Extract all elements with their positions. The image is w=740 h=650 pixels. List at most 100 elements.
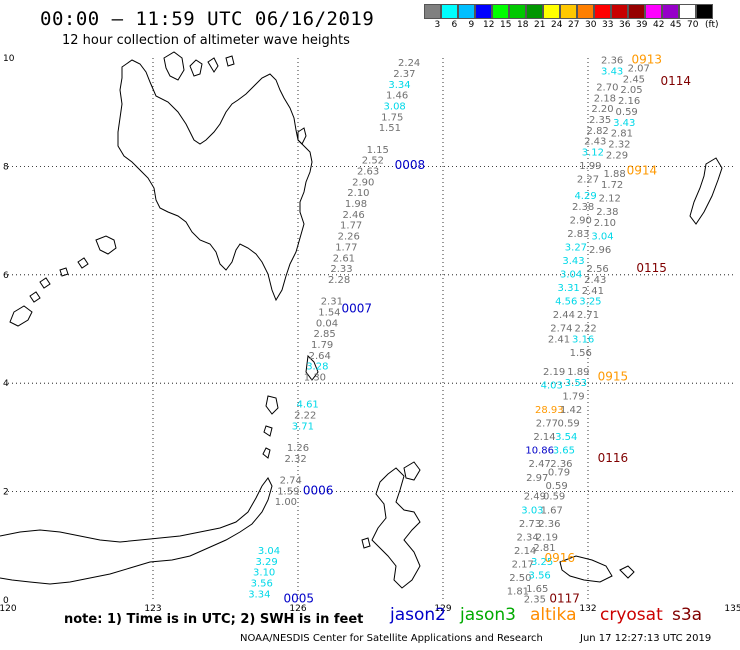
coastline-north-islands: [163, 51, 185, 81]
wave-height-value: 0.59: [543, 492, 565, 503]
wave-height-value: 1.98: [345, 199, 367, 210]
wave-height-value: 1.26: [287, 443, 309, 454]
wave-height-value: 2.38: [572, 202, 594, 213]
y-tick-label: 0: [3, 596, 9, 606]
wave-height-value: 2.77: [536, 419, 558, 430]
legend-swatch: [662, 4, 679, 19]
legend-swatch: [424, 4, 441, 19]
coastline-rajaampat-2: [619, 565, 635, 579]
wave-height-value: 2.50: [509, 573, 531, 584]
wave-height-value: 3.12: [582, 148, 604, 159]
wave-height-value: 0.04: [316, 318, 338, 329]
wave-height-value: 4.61: [297, 400, 319, 411]
wave-height-value: 2.81: [533, 543, 555, 554]
legend-label: 21: [534, 20, 546, 30]
wave-height-value: 1.79: [311, 340, 333, 351]
wave-height-value: 2.83: [567, 229, 589, 240]
legend-swatch: [560, 4, 577, 19]
x-tick-label: 126: [289, 604, 306, 614]
wave-height-value: 2.38: [596, 207, 618, 218]
wave-height-value: 1.15: [367, 145, 389, 156]
wave-height-value: 2.28: [328, 275, 350, 286]
legend-label: 45: [670, 20, 682, 30]
coastline-waigeo: [559, 555, 613, 583]
legend-label: 15: [500, 20, 512, 30]
wave-height-value: 3.71: [292, 421, 314, 432]
wave-height-value: 2.36: [550, 459, 572, 470]
wave-height-value: 2.10: [347, 188, 369, 199]
wave-height-value: 3.04: [258, 546, 280, 557]
wave-height-value: 2.32: [608, 139, 630, 150]
wave-height-value: 3.25: [579, 297, 601, 308]
y-tick-label: 10: [3, 54, 15, 64]
wave-height-value: 2.16: [618, 96, 640, 107]
timestamp-text: Jun 17 12:27:13 UTC 2019: [580, 633, 712, 644]
wave-height-value: 4.29: [574, 191, 596, 202]
wave-height-value: 2.10: [594, 218, 616, 229]
y-tick-label: 2: [3, 488, 9, 498]
coastline-sangihe-2: [263, 425, 273, 437]
wave-height-value: 3.34: [248, 589, 270, 600]
wave-height-value: 2.19: [543, 367, 565, 378]
legend-swatch: [526, 4, 543, 19]
pass-label: 0916: [545, 551, 576, 565]
wave-height-value: 1.00: [275, 497, 297, 508]
wave-height-value: 2.35: [589, 115, 611, 126]
wave-height-value: 0.59: [558, 419, 580, 430]
wave-height-value: 1.88: [603, 169, 625, 180]
axis-layer: 120 123 126 129 132 135 0 2 4 6 8 10: [0, 54, 740, 614]
legend-label: 39: [636, 20, 648, 30]
wave-height-value: 3.16: [572, 335, 594, 346]
legend-label: 33: [602, 20, 614, 30]
grid-layer: [8, 58, 733, 600]
wave-height-value: 2.90: [570, 215, 592, 226]
wave-height-value: 2.56: [587, 264, 609, 275]
wave-height-value: 3.04: [591, 232, 613, 243]
wave-height-value: 3.29: [255, 557, 277, 568]
wave-height-value: 1.77: [335, 242, 357, 253]
wave-height-value: 2.34: [516, 532, 538, 543]
satellite-altika: altika: [530, 605, 577, 625]
wave-height-value: 28.93: [535, 405, 564, 416]
satellite-s3a: s3a: [672, 605, 703, 625]
wave-height-value: 2.43: [584, 137, 606, 148]
wave-height-value: 2.70: [596, 83, 618, 94]
legend-swatch: [645, 4, 662, 19]
footer-note: note: 1) Time is in UTC; 2) SWH is in fe…: [64, 612, 364, 627]
pass-label: 0913: [632, 52, 663, 66]
wave-height-value: 1.56: [570, 348, 592, 359]
coastline-mindanao: [117, 59, 313, 302]
legend-label: 12: [483, 20, 495, 30]
coastline-north-islands-2: [189, 59, 203, 77]
pass-label: 0007: [342, 302, 373, 316]
wave-height-value: 2.29: [606, 150, 628, 161]
coastline-sulu-3: [39, 277, 51, 289]
wave-height-value: 2.05: [620, 85, 642, 96]
wave-height-value: 2.22: [294, 410, 316, 421]
wave-height-value: 2.26: [338, 232, 360, 243]
wave-height-value: 2.47: [529, 459, 551, 470]
wave-height-value: 1.79: [562, 391, 584, 402]
x-tick-label: 120: [0, 604, 17, 614]
legend-swatch: [458, 4, 475, 19]
wave-height-value: 2.73: [519, 519, 541, 530]
pass-label: 0114: [661, 74, 692, 88]
legend-label: 70: [687, 20, 699, 30]
legend-swatches: [424, 4, 734, 19]
legend-label: 42: [653, 20, 665, 30]
wave-height-value: 2.33: [330, 264, 352, 275]
wave-height-value: 1.54: [318, 307, 340, 318]
wave-height-value: 3.10: [253, 568, 275, 579]
legend-swatch: [577, 4, 594, 19]
y-tick-label: 4: [3, 379, 9, 389]
legend-label: 3: [434, 20, 441, 30]
wave-height-value: 3.53: [565, 378, 587, 389]
satellite-jason3: jason3: [460, 605, 516, 625]
wave-height-value: 0.59: [616, 107, 638, 118]
pass-label: 0005: [284, 592, 315, 606]
legend-label: 18: [517, 20, 529, 30]
wave-height-value: 2.46: [342, 210, 364, 221]
coastline-sulu-4: [9, 305, 33, 327]
coastline-sulawesi: [0, 477, 273, 585]
